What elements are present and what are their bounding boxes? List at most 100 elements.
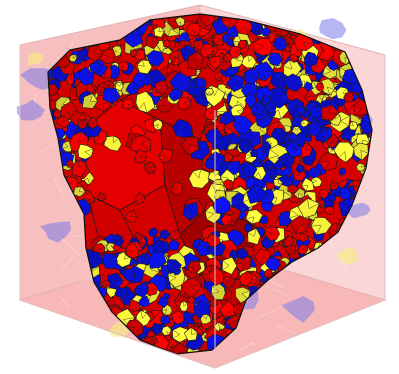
grain-cell: [103, 135, 122, 152]
grain-cell: [268, 167, 279, 179]
grain-cell: [299, 232, 310, 243]
grain-cell: [101, 280, 111, 289]
grain-cell: [229, 45, 242, 59]
grain-cell: [339, 186, 352, 200]
grain-cell: [181, 277, 202, 299]
grain-cell: [283, 235, 294, 248]
grain-cell: [260, 26, 271, 37]
grain-cell: [186, 260, 202, 274]
grain-cell: [82, 92, 98, 109]
grain-cell: [208, 56, 222, 70]
grain-cell: [247, 227, 261, 245]
grain-cell: [124, 209, 137, 223]
grain-cell: [195, 77, 207, 88]
grain-cell: [187, 296, 196, 304]
grain-cell: [272, 36, 288, 51]
grain-cell: [147, 227, 158, 237]
grain-aggregate: [47, 13, 373, 355]
grain-cell: [297, 243, 309, 255]
grain-cell: [265, 100, 277, 114]
grain-cell: [97, 192, 107, 201]
grain-cell: [162, 39, 171, 48]
grain-cell: [161, 325, 172, 336]
grain-cell: [157, 296, 169, 308]
grain-cell: [267, 52, 283, 67]
grain-cell: [182, 202, 199, 222]
grain-cell: [315, 82, 325, 92]
grain-cell: [206, 233, 221, 248]
grain-cell: [343, 90, 355, 103]
grain-cell: [212, 196, 231, 215]
grain-cell: [244, 93, 257, 107]
grain-cell: [226, 25, 239, 38]
grain-cell: [159, 229, 171, 240]
grain-cell: [125, 243, 140, 259]
grain-cell: [135, 192, 146, 206]
grain-cell: [221, 33, 231, 43]
grain-cell: [129, 49, 138, 58]
grain-cell: [222, 52, 233, 63]
grain-cell: [179, 300, 189, 312]
grain-cell: [133, 282, 149, 298]
grain-cell: [125, 81, 140, 95]
grain-cell: [265, 256, 280, 272]
grain-cell: [297, 198, 320, 219]
grain-cell: [171, 310, 185, 325]
grain-cell: [233, 115, 253, 135]
grain-cell: [309, 105, 323, 119]
grain-cell: [112, 233, 124, 248]
grain-cell: [73, 186, 86, 198]
grain-cell: [293, 155, 302, 165]
grain-cell: [166, 258, 183, 275]
grain-cell: [134, 149, 147, 164]
grain-cell: [77, 143, 94, 160]
grain-cell: [224, 152, 234, 163]
grain-cell: [167, 239, 181, 251]
grain-cell: [172, 342, 188, 354]
grain-cell: [146, 49, 165, 67]
grain-cell: [168, 88, 183, 102]
grain-cell: [230, 104, 245, 118]
grain-cell: [56, 115, 70, 128]
grain-cell: [291, 126, 302, 136]
grain-cell: [115, 81, 124, 92]
grain-cell: [187, 50, 205, 71]
grain-cell: [289, 53, 299, 63]
grain-cell: [222, 179, 235, 191]
grain-cell: [78, 47, 91, 62]
grain-cell: [324, 206, 335, 216]
grain-cell: [200, 313, 212, 325]
grain-cell: [106, 272, 124, 291]
grain-cell: [194, 40, 204, 51]
grain-cell: [233, 255, 252, 273]
grain-cell: [333, 141, 355, 163]
grain-cell: [108, 64, 121, 79]
grain-cell: [188, 168, 210, 189]
grain-cell: [102, 253, 118, 269]
grain-cell: [172, 118, 194, 138]
grain-cell: [175, 16, 185, 27]
grain-cell: [68, 54, 78, 63]
grain-cell: [170, 181, 184, 196]
grain-cell: [246, 185, 269, 204]
grain-cell: [172, 57, 180, 66]
grain-cell: [241, 54, 257, 69]
grain-cell: [274, 159, 284, 170]
grain-cell: [287, 184, 299, 194]
grain-cell: [153, 25, 165, 38]
grain-cell: [87, 116, 98, 129]
grain-cell: [181, 136, 200, 156]
grain-cell: [136, 59, 153, 75]
grain-cell: [355, 162, 366, 172]
grain-cell: [310, 216, 333, 236]
grain-cell: [243, 67, 261, 85]
grain-cell: [241, 163, 258, 177]
grain-cell: [329, 193, 337, 204]
grain-cell: [321, 104, 340, 121]
grain-cell: [221, 256, 238, 275]
grain-cell: [278, 210, 293, 227]
grain-cell: [169, 229, 182, 241]
grain-cell: [304, 51, 319, 67]
grain-cell: [142, 75, 155, 87]
